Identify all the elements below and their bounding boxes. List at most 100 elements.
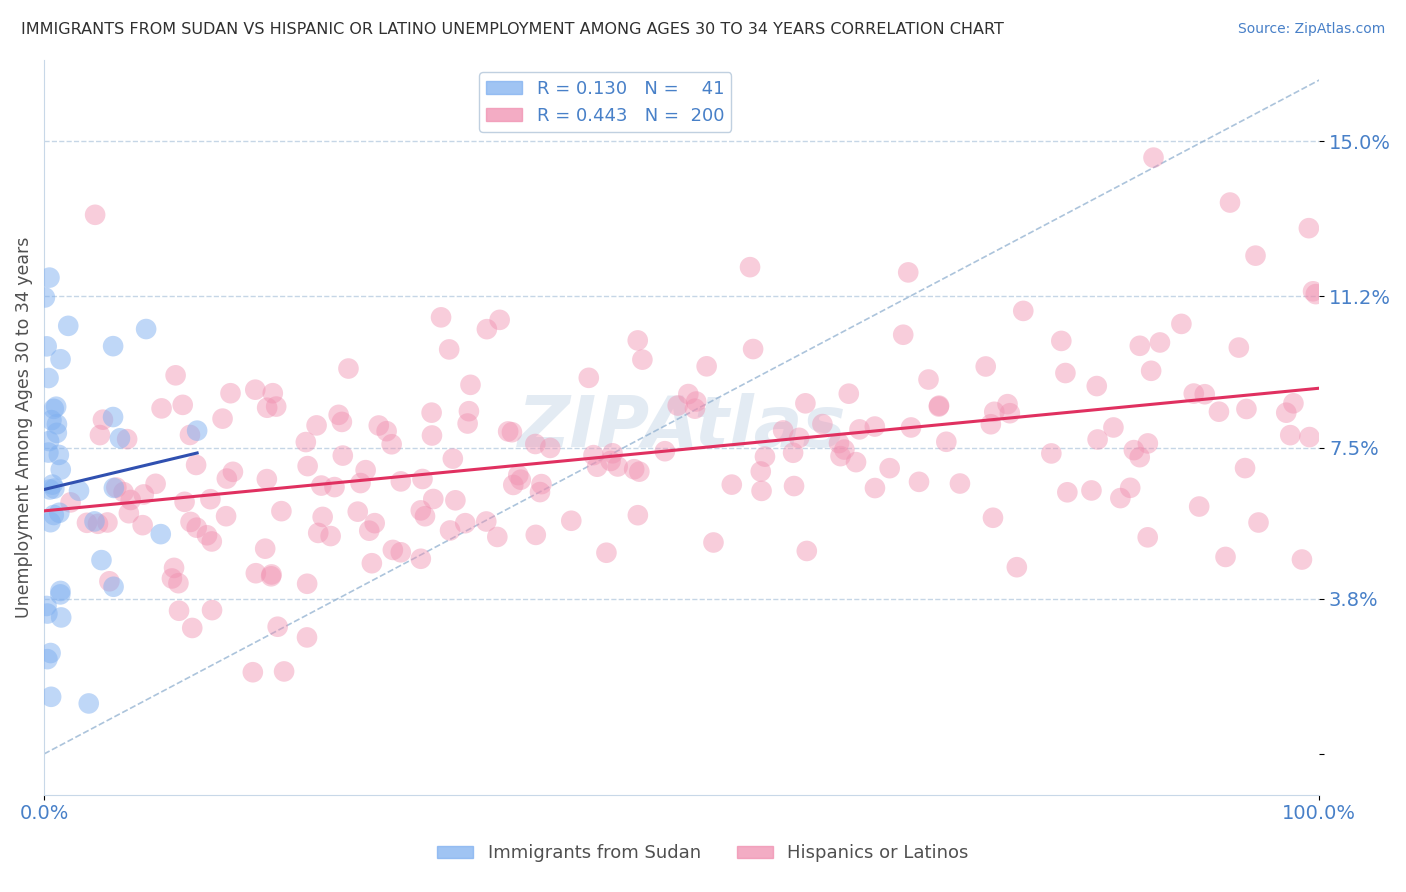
Point (38, 434, 60, 448)
Point (45, 400, 67, 414)
Point (599, 454, 621, 468)
Point (260, 567, 283, 582)
Point (84, 208, 107, 222)
Y-axis label: Unemployment Among Ages 30 to 34 years: Unemployment Among Ages 30 to 34 years (15, 236, 32, 618)
Point (420, 428, 443, 442)
Point (297, 459, 319, 474)
Point (330, 415, 353, 429)
Point (501, 425, 523, 440)
Point (458, 404, 481, 418)
Point (323, 480, 346, 494)
Point (363, 516, 385, 530)
Point (242, 665, 264, 680)
Point (103, 481, 125, 495)
Point (917, 372, 939, 386)
Point (475, 515, 498, 529)
Point (105, 481, 128, 495)
Point (908, 475, 931, 489)
Point (631, 352, 654, 367)
Point (1122, 443, 1144, 458)
Point (37, 607, 59, 621)
Point (337, 361, 360, 376)
Point (422, 491, 444, 506)
Point (949, 476, 972, 491)
Point (112, 485, 135, 500)
Point (35, 599, 58, 613)
Point (145, 476, 167, 491)
Point (1109, 491, 1132, 505)
Point (538, 441, 561, 455)
Point (863, 419, 886, 434)
Point (1085, 379, 1108, 393)
Legend: Immigrants from Sudan, Hispanics or Latinos: Immigrants from Sudan, Hispanics or Lati… (430, 838, 976, 870)
Point (1129, 339, 1152, 353)
Point (683, 401, 706, 416)
Point (1087, 433, 1109, 447)
Point (838, 386, 860, 401)
Point (578, 371, 600, 385)
Point (360, 556, 382, 570)
Point (180, 515, 202, 529)
Point (981, 510, 1004, 524)
Point (1236, 401, 1258, 416)
Point (254, 541, 277, 556)
Point (1298, 221, 1320, 235)
Point (262, 386, 284, 401)
Point (45, 425, 67, 440)
Point (349, 476, 371, 491)
Point (1208, 405, 1230, 419)
Point (167, 604, 190, 618)
Point (305, 418, 328, 433)
Point (381, 542, 404, 557)
Point (38, 270, 60, 285)
Point (165, 368, 187, 383)
Point (77, 697, 100, 711)
Point (1142, 151, 1164, 165)
Point (457, 417, 479, 431)
Point (49, 583, 72, 598)
Point (702, 535, 724, 549)
Point (980, 417, 1002, 432)
Point (215, 471, 238, 485)
Point (245, 383, 267, 397)
Point (678, 387, 700, 401)
Point (45, 417, 67, 432)
Point (782, 446, 804, 460)
Point (98, 574, 121, 589)
Point (96, 516, 118, 530)
Point (524, 528, 547, 542)
Point (48, 506, 70, 520)
Point (1305, 287, 1327, 301)
Point (222, 465, 245, 479)
Point (863, 481, 886, 495)
Point (1050, 334, 1073, 348)
Point (44, 482, 66, 496)
Point (76, 516, 98, 530)
Point (101, 339, 124, 353)
Point (160, 571, 183, 585)
Point (1298, 430, 1320, 444)
Point (627, 334, 650, 348)
Point (654, 444, 676, 458)
Point (186, 521, 208, 535)
Point (354, 463, 377, 477)
Point (39, 646, 62, 660)
Point (772, 424, 794, 438)
Point (1170, 317, 1192, 331)
Point (328, 408, 350, 422)
Point (1234, 461, 1257, 475)
Point (420, 406, 443, 420)
Point (720, 477, 742, 491)
Point (508, 468, 530, 483)
Point (256, 472, 278, 486)
Point (264, 400, 287, 414)
Point (1244, 249, 1267, 263)
Point (430, 310, 453, 325)
Point (1040, 446, 1063, 460)
Point (502, 478, 524, 492)
Point (439, 524, 461, 538)
Point (411, 472, 433, 486)
Point (103, 580, 125, 594)
Point (1291, 552, 1313, 566)
Point (586, 459, 609, 474)
